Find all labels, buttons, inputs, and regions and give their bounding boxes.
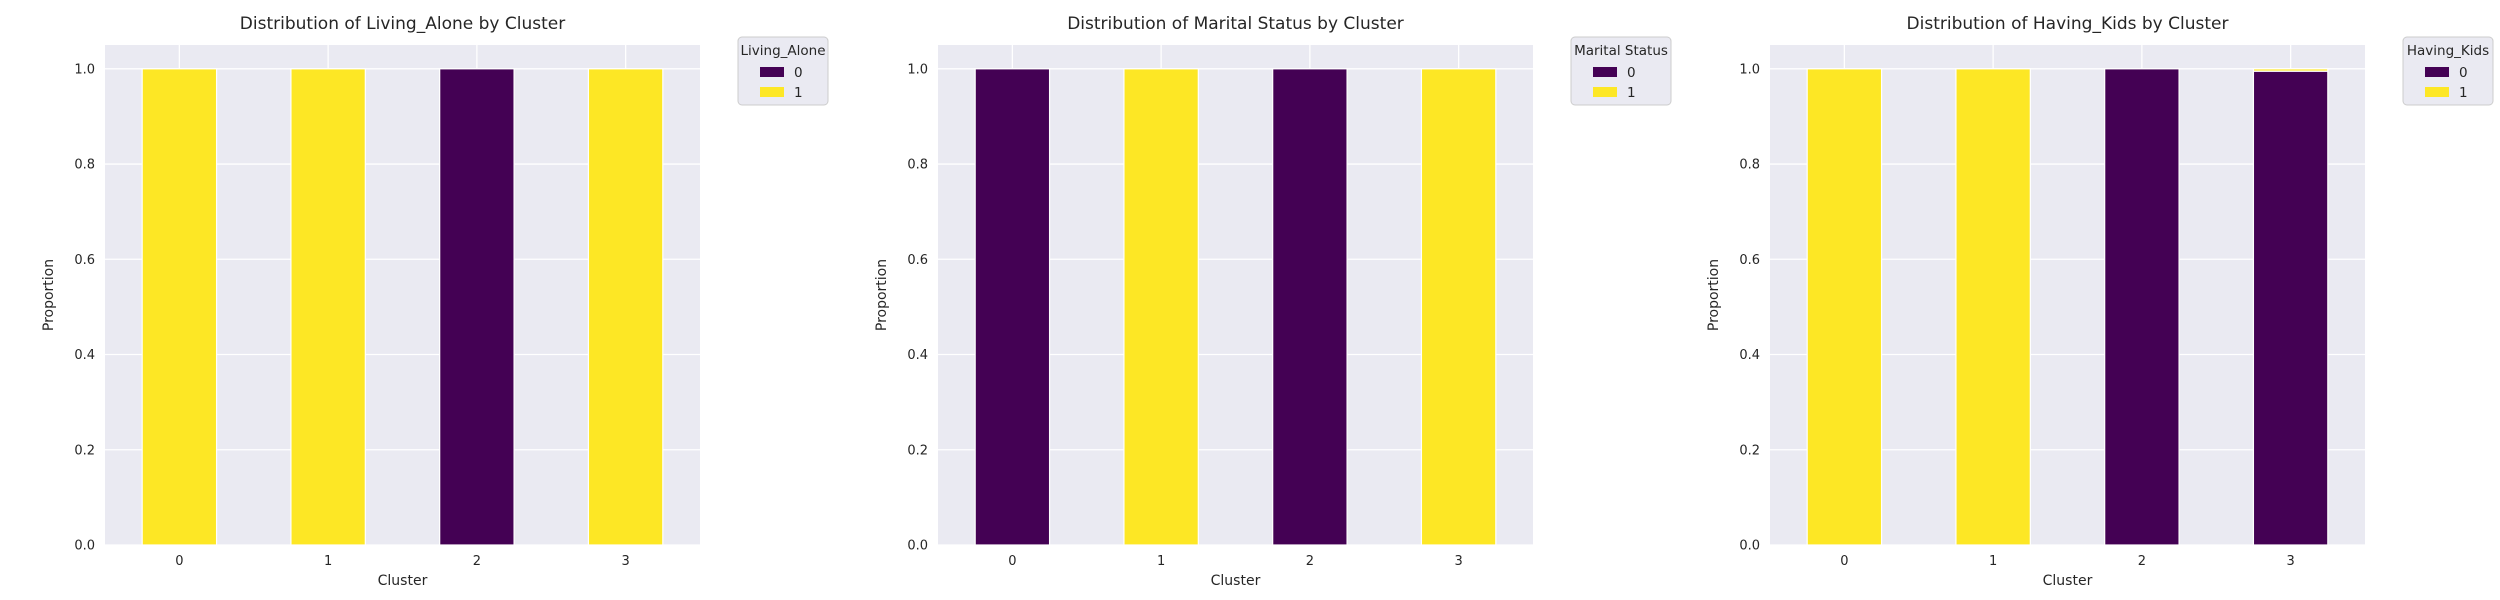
- bar-cluster-1-series-1: [1123, 68, 1199, 546]
- x-axis-label: Cluster: [378, 573, 428, 589]
- x-tick-label: 0: [175, 554, 183, 569]
- x-axis-label: Cluster: [1211, 573, 1261, 589]
- legend: Marital Status 0 1: [1570, 36, 1672, 106]
- bar-cluster-3-series-1: [587, 68, 664, 546]
- bar-cluster-1-series-1: [1955, 68, 2031, 546]
- bar-cluster-2-series-0: [2104, 68, 2180, 546]
- bar-cluster-3-series-0: [2252, 70, 2329, 546]
- bar-cluster-0-series-0: [974, 68, 1051, 546]
- x-tick-label: 0: [1840, 554, 1848, 569]
- y-tick-label: 0.4: [74, 348, 95, 363]
- chart-0: 0.0 0.2 0.4 0.6 0.8 1.0 0 1 2 3 Distribution of Li…: [41, 14, 829, 589]
- legend-title: Living_Alone: [741, 43, 826, 59]
- legend-label-1: 1: [1627, 85, 1636, 101]
- x-tick-label: 3: [2286, 554, 2294, 569]
- legend-swatch-1: [1593, 87, 1617, 97]
- x-tick-label: 2: [1306, 554, 1314, 569]
- chart-title: Distribution of Living_Alone by Cluster: [240, 14, 565, 34]
- y-tick-label: 0.0: [74, 539, 95, 554]
- legend-title: Marital Status: [1574, 43, 1668, 59]
- bar-cluster-1-series-1: [290, 68, 366, 546]
- x-tick-label: 1: [1157, 554, 1165, 569]
- y-axis-label: Proportion: [41, 259, 57, 331]
- legend-label-1: 1: [2459, 85, 2468, 101]
- chart-title: Distribution of Having_Kids by Cluster: [1907, 14, 2229, 34]
- bar-cluster-3-series-1: [1420, 68, 1497, 546]
- y-tick-label: 1.0: [1739, 62, 1760, 77]
- y-tick-label: 1.0: [74, 62, 95, 77]
- bar-cluster-2-series-0: [439, 68, 515, 546]
- legend-title: Having_Kids: [2407, 43, 2489, 59]
- y-tick-label: 0.4: [1739, 348, 1760, 363]
- bar-cluster-3-series-1: [2252, 68, 2329, 72]
- legend-swatch-1: [760, 87, 784, 97]
- y-tick-label: 1.0: [907, 62, 928, 77]
- y-tick-label: 0.2: [74, 443, 95, 458]
- legend-label-0: 0: [794, 65, 803, 81]
- chart-1: 0.0 0.2 0.4 0.6 0.8 1.0 0 1 2 3 Distribution of Ma…: [874, 14, 1672, 589]
- legend-label-1: 1: [794, 85, 803, 101]
- y-tick-label: 0.2: [1739, 443, 1760, 458]
- x-tick-label: 2: [473, 554, 481, 569]
- x-tick-label: 0: [1008, 554, 1016, 569]
- legend: Living_Alone 0 1: [737, 36, 829, 106]
- y-axis-label: Proportion: [1706, 259, 1722, 331]
- x-tick-label: 1: [324, 554, 332, 569]
- legend-swatch-1: [2425, 87, 2449, 97]
- y-tick-label: 0.8: [907, 158, 928, 173]
- x-axis-label: Cluster: [2043, 573, 2093, 589]
- y-tick-label: 0.2: [907, 443, 928, 458]
- bar-cluster-0-series-1: [1806, 68, 1883, 546]
- x-tick-label: 1: [1989, 554, 1997, 569]
- y-tick-label: 0.6: [907, 253, 928, 268]
- legend-swatch-0: [1593, 67, 1617, 77]
- y-tick-label: 0.4: [907, 348, 928, 363]
- x-tick-label: 2: [2138, 554, 2146, 569]
- legend-swatch-0: [2425, 67, 2449, 77]
- bar-cluster-2-series-0: [1272, 68, 1348, 546]
- legend-label-0: 0: [2459, 65, 2468, 81]
- legend-swatch-0: [760, 67, 784, 77]
- y-tick-label: 0.6: [74, 253, 95, 268]
- x-tick-label: 3: [1454, 554, 1462, 569]
- chart-2: 0.0 0.2 0.4 0.6 0.8 1.0 0 1 2 3 Distribution of Ha…: [1706, 14, 2494, 589]
- y-tick-label: 0.8: [74, 158, 95, 173]
- y-tick-label: 0.8: [1739, 158, 1760, 173]
- legend: Having_Kids 0 1: [2402, 36, 2494, 106]
- x-tick-label: 3: [621, 554, 629, 569]
- y-axis-label: Proportion: [874, 259, 890, 331]
- y-tick-label: 0.0: [1739, 539, 1760, 554]
- y-tick-label: 0.6: [1739, 253, 1760, 268]
- chart-title: Distribution of Marital Status by Cluste…: [1067, 14, 1404, 34]
- bar-cluster-0-series-1: [141, 68, 218, 546]
- y-tick-label: 0.0: [907, 539, 928, 554]
- legend-label-0: 0: [1627, 65, 1636, 81]
